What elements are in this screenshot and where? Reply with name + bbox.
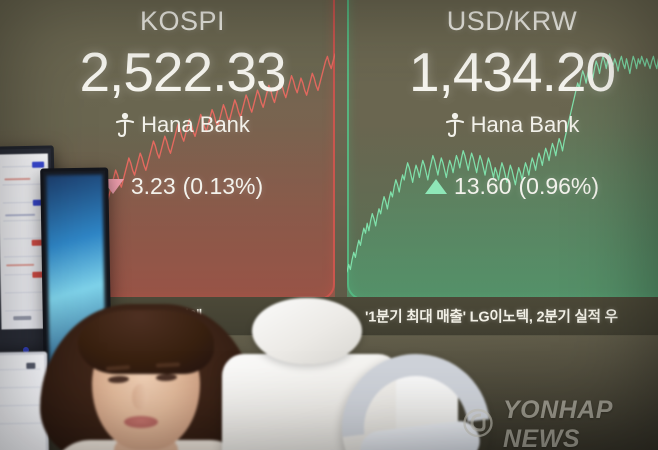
panel-usdkrw-brand-label: Hana Bank: [470, 112, 580, 137]
hana-bank-logo-icon: [115, 112, 135, 138]
panel-usdkrw-change: 13.60 (0.96%): [347, 173, 658, 200]
panel-kospi-brand-label: Hana Bank: [141, 112, 250, 137]
panel-kospi: KOSPI 2,522.33 Hana Bank 3.23 (0.13%): [0, 0, 335, 308]
panel-kospi-change-percent: (0.13%): [182, 173, 264, 199]
hana-bank-logo-icon: [445, 112, 465, 138]
panel-usdkrw-value: 1,434.20: [408, 41, 616, 103]
panel-usdkrw-change-percent: (0.96%): [518, 173, 600, 199]
watermark-text: YONHAP NEWS: [503, 396, 613, 450]
panel-usdkrw-title: USD/KRW: [446, 6, 578, 36]
panel-kospi-title: KOSPI: [139, 6, 226, 36]
panel-kospi-brand: Hana Bank: [0, 112, 335, 138]
person-fringe: [78, 310, 214, 374]
panel-kospi-change-value: 3.23: [130, 173, 176, 199]
panel-usdkrw-change-value: 13.60: [453, 173, 512, 199]
panel-usdkrw-brand: Hana Bank: [347, 112, 658, 138]
triangle-up-icon: [424, 179, 447, 194]
chair-headrest: [252, 298, 362, 364]
person-foreground: [40, 300, 255, 450]
watermark: YONHAP NEWS: [461, 396, 658, 450]
person-nose: [132, 384, 148, 410]
yonhap-globe-icon: [461, 406, 495, 445]
panel-kospi-change: 3.23 (0.13%): [0, 173, 335, 200]
person-lips: [124, 416, 158, 428]
panel-usdkrw: USD/KRW 1,434.20 Hana Bank 13.60 (0.96%): [347, 0, 658, 308]
chair-armrest: [312, 324, 520, 450]
usdkrw-sparkline-chart: [347, 50, 658, 300]
news-ticker-headline: '1분기 최대 매출' LG이노텍, 2분기 실적 우: [365, 309, 618, 326]
panel-kospi-value: 2,522.33: [79, 41, 286, 103]
office-chair: [200, 296, 520, 450]
